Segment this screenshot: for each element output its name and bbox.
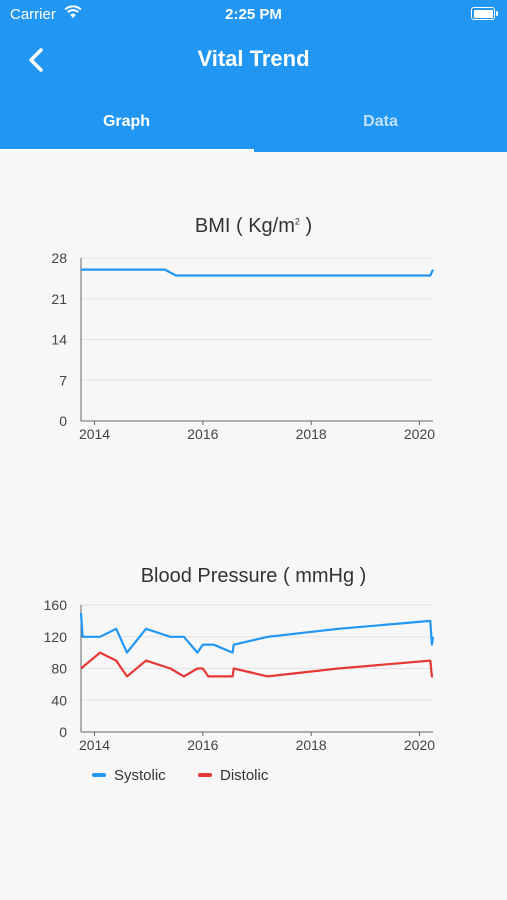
legend-distolic: Distolic [198,767,268,784]
bmi-x-tick-label: 2016 [187,426,218,442]
wifi-icon [64,5,82,18]
bp-y-tick-label: 80 [51,661,67,677]
legend-systolic-swatch [92,773,106,778]
bp-x-tick-label: 2020 [404,737,435,753]
bmi-y-tick-label: 21 [51,291,67,307]
back-chevron-icon[interactable] [22,44,52,76]
bmi-chart-title: BMI ( Kg/m2 ) [194,215,313,237]
bmi-x-tick-label: 2020 [404,426,435,442]
app-bar: Carrier 2:25 PM Vital Trend Graph Data [0,0,507,152]
bp-series-line-distolic [80,651,433,678]
bmi-y-tick-label: 7 [59,372,67,388]
page-title: Vital Trend [197,46,310,71]
bmi-chart: 0 7 14 21 28 2014 2016 2018 2020 [51,250,435,442]
legend-systolic: Systolic [92,767,166,784]
tab-indicator [0,149,254,152]
bp-y-tick-label: 160 [44,597,68,613]
bp-chart: 0 40 80 120 160 2014 2016 2018 2020 [44,597,436,753]
tab-data[interactable]: Data [363,113,398,130]
legend-distolic-swatch [198,773,212,778]
status-time: 2:25 PM [225,6,282,23]
bmi-x-tick-label: 2018 [296,426,327,442]
bp-y-tick-label: 40 [51,692,67,708]
status-bar: Carrier 2:25 PM [0,0,507,28]
bp-x-tick-label: 2014 [79,737,110,753]
battery-icon [471,7,498,20]
bp-y-tick-label: 0 [59,724,67,740]
bmi-y-tick-label: 14 [51,332,67,348]
bp-x-tick-label: 2018 [296,737,327,753]
bp-x-tick-label: 2016 [187,737,218,753]
bp-series-line-systolic [79,612,435,654]
bmi-y-tick-label: 28 [51,250,67,266]
bp-chart-title: Blood Pressure ( mmHg ) [140,565,367,587]
tab-bar: Graph Data [0,100,507,152]
tab-graph[interactable]: Graph [102,113,151,130]
bmi-x-tick-label: 2014 [79,426,110,442]
bmi-series-line-bmi [81,268,435,277]
bmi-y-tick-label: 0 [59,413,67,429]
bp-y-tick-label: 120 [44,629,68,645]
carrier-label: Carrier [10,6,56,23]
